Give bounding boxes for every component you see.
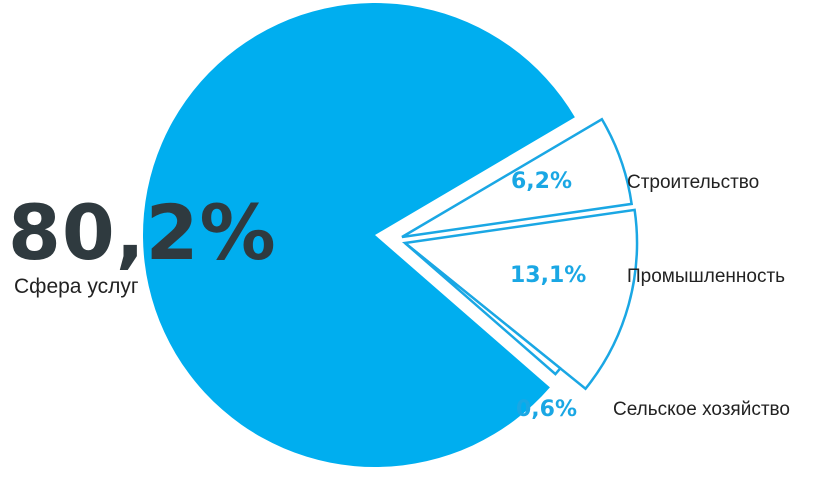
construction-value-label: 6,2%: [511, 169, 573, 194]
agriculture-value-label: 0,6%: [516, 397, 578, 422]
services-category-label: Сфера услуг: [14, 275, 139, 298]
pie-slice-industry: [401, 208, 639, 391]
pie-slice-construction: [401, 117, 634, 239]
services-value-label: 80,2%: [8, 188, 277, 277]
industry-value-label: 13,1%: [510, 263, 587, 288]
pie-slice-services: [143, 2, 575, 467]
agriculture-category-label: Сельское хозяйство: [613, 399, 790, 420]
industry-category-label: Промышленность: [627, 266, 786, 287]
construction-category-label: Строительство: [627, 172, 760, 193]
pie-slice-agriculture: [404, 242, 563, 376]
